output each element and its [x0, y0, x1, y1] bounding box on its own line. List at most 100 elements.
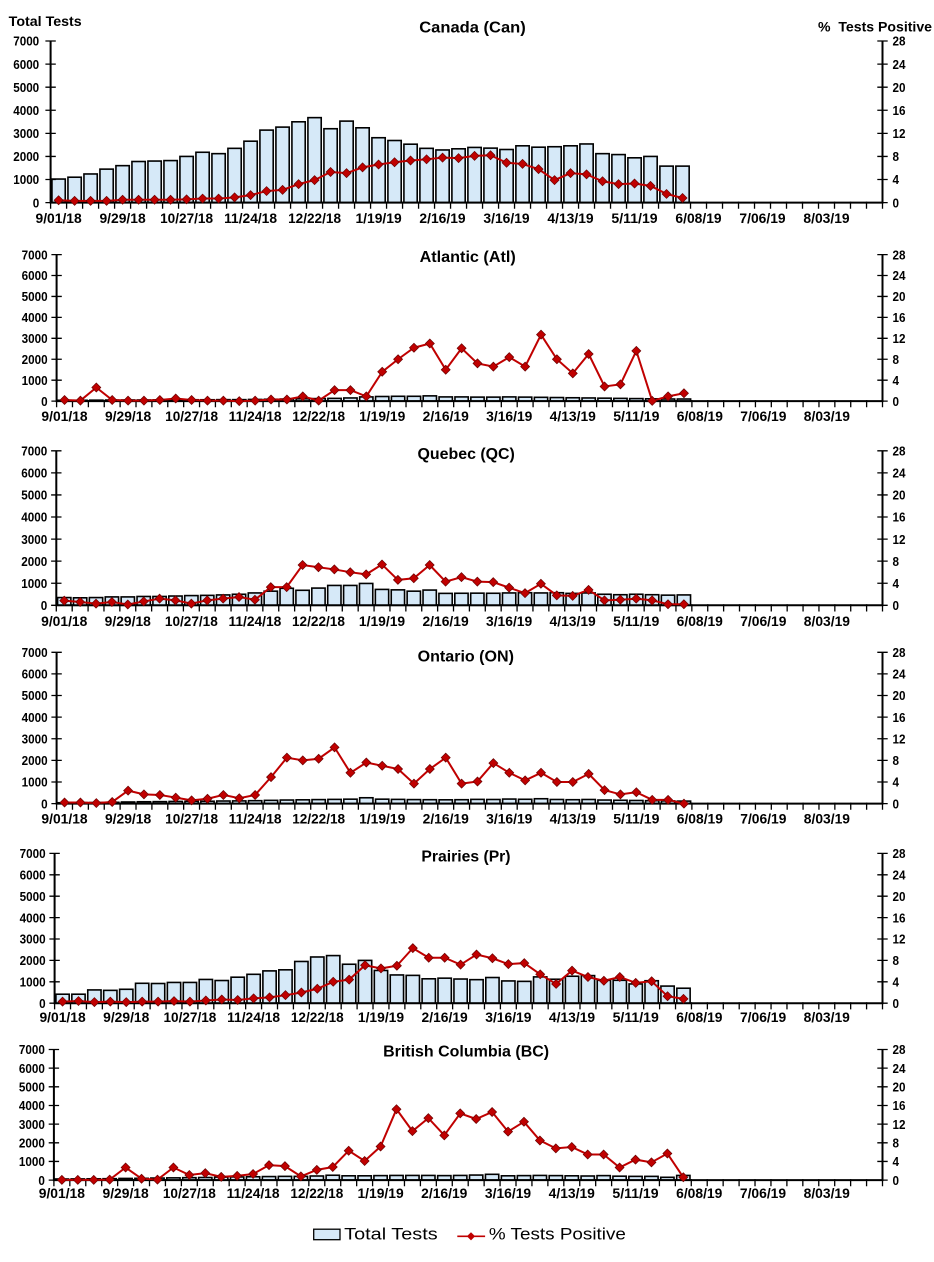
svg-text:0: 0	[41, 796, 48, 811]
svg-text:28: 28	[893, 34, 906, 49]
svg-text:0: 0	[38, 1173, 45, 1188]
svg-text:9/29/18: 9/29/18	[105, 614, 152, 629]
svg-text:8: 8	[893, 753, 900, 768]
svg-text:28: 28	[893, 645, 906, 660]
svg-text:4/13/19: 4/13/19	[550, 409, 596, 424]
svg-text:1000: 1000	[22, 373, 48, 388]
svg-text:1/19/19: 1/19/19	[359, 409, 405, 424]
svg-text:20: 20	[893, 1080, 906, 1095]
svg-text:9/29/18: 9/29/18	[99, 211, 146, 226]
svg-text:7/06/19: 7/06/19	[740, 1186, 786, 1201]
svg-text:6/08/19: 6/08/19	[675, 211, 721, 226]
svg-text:0: 0	[893, 796, 900, 811]
svg-text:0: 0	[893, 195, 900, 210]
svg-text:20: 20	[893, 488, 906, 503]
svg-text:3000: 3000	[21, 532, 47, 547]
svg-text:4/13/19: 4/13/19	[549, 1186, 595, 1201]
svg-text:7000: 7000	[19, 1042, 45, 1057]
svg-text:Quebec (QC): Quebec (QC)	[418, 446, 515, 463]
svg-text:4/13/19: 4/13/19	[550, 614, 596, 629]
svg-text:24: 24	[893, 57, 907, 72]
svg-text:2/16/19: 2/16/19	[422, 614, 468, 629]
svg-text:3000: 3000	[19, 1117, 45, 1132]
svg-text:5/11/19: 5/11/19	[613, 409, 659, 424]
svg-text:5/11/19: 5/11/19	[613, 614, 659, 629]
svg-text:1/19/19: 1/19/19	[358, 1010, 404, 1025]
svg-text:12/22/18: 12/22/18	[292, 811, 345, 826]
svg-text:16: 16	[893, 1098, 906, 1113]
svg-text:5000: 5000	[19, 1080, 45, 1095]
svg-text:6000: 6000	[22, 268, 48, 283]
svg-text:0: 0	[893, 1173, 900, 1188]
svg-text:4: 4	[893, 775, 900, 790]
svg-text:11/24/18: 11/24/18	[229, 811, 282, 826]
svg-text:4000: 4000	[19, 1098, 45, 1113]
svg-text:5000: 5000	[13, 80, 39, 95]
svg-text:0: 0	[33, 195, 40, 210]
svg-text:5000: 5000	[20, 889, 46, 904]
svg-text:8/03/19: 8/03/19	[804, 614, 850, 629]
svg-text:2000: 2000	[21, 554, 47, 569]
svg-text:11/24/18: 11/24/18	[224, 211, 277, 226]
svg-text:1000: 1000	[20, 975, 46, 990]
svg-text:24: 24	[893, 868, 907, 883]
svg-text:3/16/19: 3/16/19	[486, 614, 532, 629]
svg-text:6/08/19: 6/08/19	[677, 811, 723, 826]
svg-text:3000: 3000	[20, 932, 46, 947]
svg-text:4000: 4000	[22, 310, 48, 325]
svg-text:6/08/19: 6/08/19	[676, 1186, 722, 1201]
svg-text:3/16/19: 3/16/19	[486, 811, 532, 826]
svg-text:7000: 7000	[22, 645, 48, 660]
svg-text:6000: 6000	[20, 868, 46, 883]
svg-text:9/29/18: 9/29/18	[105, 811, 152, 826]
svg-text:9/01/18: 9/01/18	[39, 1186, 86, 1201]
svg-text:2000: 2000	[19, 1135, 45, 1150]
svg-text:9/01/18: 9/01/18	[41, 409, 88, 424]
svg-text:6000: 6000	[19, 1061, 45, 1076]
svg-text:5/11/19: 5/11/19	[612, 1186, 658, 1201]
svg-text:9/01/18: 9/01/18	[36, 211, 83, 226]
svg-text:24: 24	[893, 1061, 907, 1076]
svg-text:28: 28	[893, 1042, 906, 1057]
svg-text:4000: 4000	[21, 510, 47, 525]
svg-text:2/16/19: 2/16/19	[421, 1186, 467, 1201]
svg-text:10/27/18: 10/27/18	[160, 211, 213, 226]
svg-text:24: 24	[893, 466, 907, 481]
svg-text:2/16/19: 2/16/19	[423, 811, 469, 826]
svg-text:11/24/18: 11/24/18	[228, 614, 281, 629]
svg-text:4: 4	[893, 373, 900, 388]
svg-text:1000: 1000	[22, 775, 48, 790]
svg-text:5000: 5000	[22, 289, 48, 304]
svg-text:12: 12	[893, 1117, 906, 1132]
svg-text:1000: 1000	[19, 1154, 45, 1169]
svg-text:12: 12	[893, 932, 906, 947]
svg-text:% Tests Positive: % Tests Positive	[818, 19, 933, 34]
svg-text:2/16/19: 2/16/19	[423, 409, 469, 424]
svg-text:9/01/18: 9/01/18	[39, 1010, 86, 1025]
svg-text:28: 28	[893, 846, 906, 861]
svg-text:3000: 3000	[22, 731, 48, 746]
svg-text:7/06/19: 7/06/19	[740, 1010, 786, 1025]
svg-text:4000: 4000	[20, 910, 46, 925]
svg-text:0: 0	[893, 598, 900, 613]
svg-text:6/08/19: 6/08/19	[677, 409, 723, 424]
svg-text:11/24/18: 11/24/18	[229, 409, 282, 424]
svg-text:20: 20	[893, 688, 906, 703]
svg-text:7/06/19: 7/06/19	[740, 409, 786, 424]
svg-text:12: 12	[893, 126, 906, 141]
svg-text:% Tests Positive: % Tests Positive	[489, 1224, 626, 1243]
svg-text:7/06/19: 7/06/19	[740, 811, 786, 826]
svg-text:12: 12	[893, 532, 906, 547]
svg-text:7000: 7000	[21, 444, 47, 459]
svg-text:5000: 5000	[22, 688, 48, 703]
svg-text:8: 8	[893, 554, 900, 569]
svg-text:Prairies (Pr): Prairies (Pr)	[421, 849, 510, 866]
svg-text:11/24/18: 11/24/18	[227, 1186, 280, 1201]
svg-text:4000: 4000	[22, 710, 48, 725]
svg-text:16: 16	[893, 310, 906, 325]
svg-text:5/11/19: 5/11/19	[613, 811, 659, 826]
svg-text:10/27/18: 10/27/18	[165, 409, 218, 424]
svg-text:0: 0	[893, 996, 900, 1011]
svg-text:2000: 2000	[13, 149, 39, 164]
svg-text:8: 8	[893, 953, 900, 968]
